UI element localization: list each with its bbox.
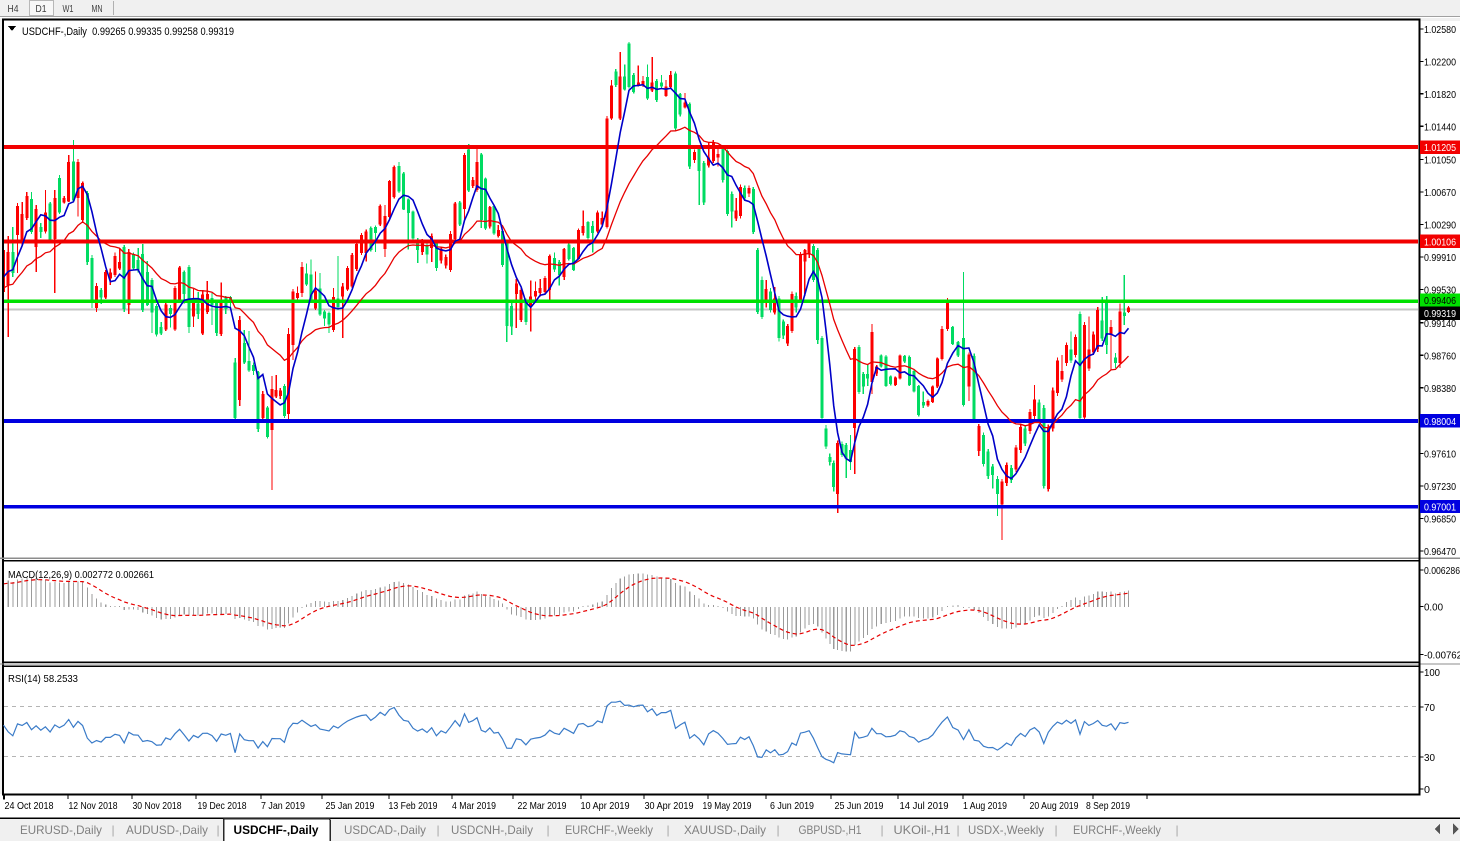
svg-text:1.02580: 1.02580 xyxy=(1424,24,1456,36)
svg-text:0.97001: 0.97001 xyxy=(1424,502,1456,514)
svg-text:1.02200: 1.02200 xyxy=(1424,56,1456,68)
svg-text:USDX-,Weekly: USDX-,Weekly xyxy=(968,823,1044,837)
svg-text:1 Aug 2019: 1 Aug 2019 xyxy=(963,800,1007,812)
svg-text:0: 0 xyxy=(1424,784,1430,796)
svg-text:8 Sep 2019: 8 Sep 2019 xyxy=(1086,800,1130,812)
svg-text:100: 100 xyxy=(1424,667,1440,679)
svg-text:|: | xyxy=(666,823,669,837)
svg-text:13 Feb 2019: 13 Feb 2019 xyxy=(389,800,438,812)
svg-text:14 Jul 2019: 14 Jul 2019 xyxy=(900,800,949,812)
svg-text:USDCNH-,Daily: USDCNH-,Daily xyxy=(451,823,533,837)
svg-text:EURUSD-,Daily: EURUSD-,Daily xyxy=(20,823,102,837)
svg-text:|: | xyxy=(216,823,219,837)
svg-text:25 Jun 2019: 25 Jun 2019 xyxy=(835,800,884,812)
svg-text:UKOil-,H1: UKOil-,H1 xyxy=(894,823,951,837)
svg-text:|: | xyxy=(111,823,114,837)
svg-text:EURCHF-,Weekly: EURCHF-,Weekly xyxy=(565,823,653,837)
svg-text:0.96850: 0.96850 xyxy=(1424,514,1456,526)
svg-text:6 Jun 2019: 6 Jun 2019 xyxy=(770,800,814,812)
svg-text:1.01440: 1.01440 xyxy=(1424,121,1456,133)
svg-text:7 Jan 2019: 7 Jan 2019 xyxy=(261,800,305,812)
svg-text:0.99910: 0.99910 xyxy=(1424,252,1456,264)
svg-text:0.99319: 0.99319 xyxy=(1424,308,1456,320)
svg-text:12 Nov 2018: 12 Nov 2018 xyxy=(69,800,118,812)
svg-text:30 Apr 2019: 30 Apr 2019 xyxy=(645,800,694,812)
svg-text:4 Mar 2019: 4 Mar 2019 xyxy=(452,800,496,812)
svg-text:-0.00762: -0.00762 xyxy=(1424,650,1460,662)
svg-text:0.99406: 0.99406 xyxy=(1424,295,1456,307)
svg-text:0.98760: 0.98760 xyxy=(1424,350,1456,362)
svg-text:19 May 2019: 19 May 2019 xyxy=(703,800,752,812)
svg-text:|: | xyxy=(1054,823,1057,837)
svg-text:D1: D1 xyxy=(36,4,47,15)
svg-text:19 Dec 2018: 19 Dec 2018 xyxy=(198,800,247,812)
svg-text:MN: MN xyxy=(92,4,103,15)
svg-text:|: | xyxy=(776,823,779,837)
svg-text:20 Aug 2019: 20 Aug 2019 xyxy=(1030,800,1079,812)
svg-text:RSI(14) 58.2533: RSI(14) 58.2533 xyxy=(8,673,78,685)
svg-text:1.01205: 1.01205 xyxy=(1424,142,1456,154)
svg-text:22 Mar 2019: 22 Mar 2019 xyxy=(518,800,567,812)
svg-text:MACD(12,26,9) 0.002772 0.00266: MACD(12,26,9) 0.002772 0.002661 xyxy=(8,569,154,581)
svg-text:10 Apr 2019: 10 Apr 2019 xyxy=(581,800,630,812)
svg-text:70: 70 xyxy=(1424,702,1435,714)
svg-text:|: | xyxy=(956,823,959,837)
svg-text:1.01820: 1.01820 xyxy=(1424,89,1456,101)
svg-text:1.00670: 1.00670 xyxy=(1424,187,1456,199)
svg-text:0.00: 0.00 xyxy=(1424,602,1443,614)
svg-text:0.97610: 0.97610 xyxy=(1424,449,1456,461)
svg-text:0.97230: 0.97230 xyxy=(1424,481,1456,493)
svg-text:|: | xyxy=(880,823,883,837)
svg-text:USDCHF-,Daily 0.99265 0.99335: USDCHF-,Daily 0.99265 0.99335 0.99258 0.… xyxy=(22,26,234,38)
svg-text:|: | xyxy=(546,823,549,837)
svg-text:GBPUSD-,H1: GBPUSD-,H1 xyxy=(799,823,862,837)
svg-text:USDCAD-,Daily: USDCAD-,Daily xyxy=(344,823,426,837)
svg-text:|: | xyxy=(436,823,439,837)
svg-text:25 Jan 2019: 25 Jan 2019 xyxy=(326,800,375,812)
svg-text:AUDUSD-,Daily: AUDUSD-,Daily xyxy=(126,823,208,837)
svg-text:USDCHF-,Daily: USDCHF-,Daily xyxy=(234,823,319,837)
svg-text:0.99140: 0.99140 xyxy=(1424,318,1456,330)
svg-text:1.01050: 1.01050 xyxy=(1424,155,1456,167)
svg-text:30 Nov 2018: 30 Nov 2018 xyxy=(133,800,182,812)
svg-text:24 Oct 2018: 24 Oct 2018 xyxy=(5,800,54,812)
svg-text:W1: W1 xyxy=(63,4,74,15)
svg-text:|: | xyxy=(1175,823,1178,837)
svg-text:0.98004: 0.98004 xyxy=(1424,416,1456,428)
svg-text:0.96470: 0.96470 xyxy=(1424,546,1456,558)
svg-text:1.00106: 1.00106 xyxy=(1424,236,1456,248)
svg-text:H4: H4 xyxy=(8,4,19,15)
svg-text:0.006286: 0.006286 xyxy=(1424,565,1460,577)
svg-text:XAUUSD-,Daily: XAUUSD-,Daily xyxy=(684,823,766,837)
svg-text:1.00290: 1.00290 xyxy=(1424,220,1456,232)
svg-text:0.98380: 0.98380 xyxy=(1424,383,1456,395)
svg-text:30: 30 xyxy=(1424,752,1435,764)
svg-text:EURCHF-,Weekly: EURCHF-,Weekly xyxy=(1073,823,1161,837)
